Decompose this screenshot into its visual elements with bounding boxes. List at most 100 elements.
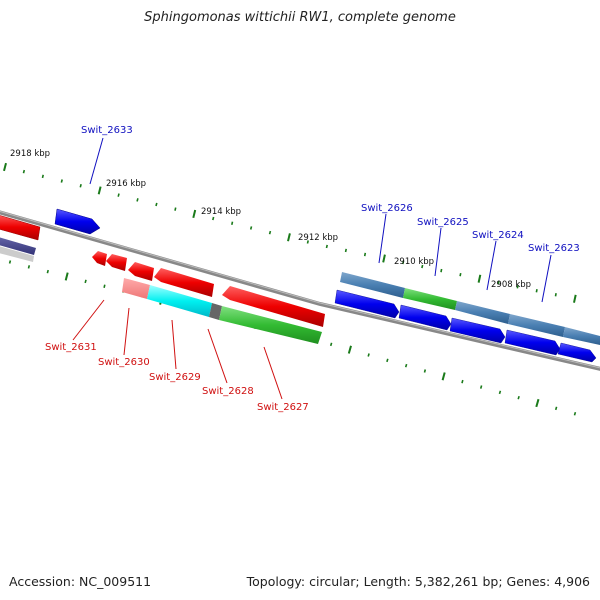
scale-tick-outer <box>268 230 272 235</box>
scale-tick-outer <box>516 285 519 289</box>
scale-tick-inner <box>554 406 558 411</box>
scale-label-2914: 2914 kbp <box>201 207 241 217</box>
scale-tick-outer <box>325 244 328 249</box>
scale-tick-outer <box>117 193 120 197</box>
scale-tick-outer <box>363 252 367 257</box>
scale-tick-inner <box>535 398 540 408</box>
gene-swit-2630[interactable] <box>122 278 150 299</box>
scale-tick-outer <box>155 202 158 207</box>
scale-tick-inner <box>441 372 446 381</box>
gene-swit-2626[interactable] <box>334 289 400 319</box>
scale-tick-inner <box>367 353 370 357</box>
scale-tick-outer <box>344 248 347 253</box>
scale-tick-outer <box>535 289 538 293</box>
scale-tick-inner <box>573 411 577 416</box>
scale-tick-outer <box>136 198 139 202</box>
scale-tick-outer <box>287 233 291 242</box>
scale-tick-outer <box>97 186 102 195</box>
scale-tick-outer <box>79 184 82 188</box>
gene-partial-left-red[interactable] <box>0 214 41 241</box>
gene-swit-2629[interactable] <box>147 285 212 317</box>
scale-tick-outer <box>459 272 462 277</box>
gene-label-swit-2624[interactable]: Swit_2624 <box>472 230 524 241</box>
gene-labels-bottom: Swit_2631 Swit_2630 Swit_2629 Swit_2628 … <box>45 342 309 413</box>
scale-tick-inner <box>498 390 502 395</box>
scale-tick-inner <box>329 342 333 347</box>
scale-tick-inner <box>84 279 87 284</box>
map-title: Sphingomonas wittichii RW1, complete gen… <box>144 10 456 25</box>
gene-steel-4[interactable] <box>563 327 600 345</box>
gene-red-small-2[interactable] <box>106 254 127 271</box>
scale-tick-outer <box>41 174 44 179</box>
gene-swit-2627[interactable] <box>219 306 322 344</box>
scale-tick-inner <box>479 385 483 389</box>
gene-labels-top: Swit_2633 Swit_2626 Swit_2625 Swit_2624 … <box>81 125 580 254</box>
gene-label-swit-2633[interactable]: Swit_2633 <box>81 125 133 136</box>
scale-tick-outer <box>231 221 234 225</box>
gene-steel-2[interactable] <box>455 301 510 324</box>
gene-partial-left-gray[interactable] <box>0 245 34 262</box>
scale-tick-outer <box>554 293 557 297</box>
scale-tick-inner <box>46 269 49 274</box>
topology-text: Topology: circular; Length: 5,382,261 bp… <box>246 574 590 589</box>
accession-text: Accession: NC_009511 <box>9 574 152 589</box>
scale-tick-outer <box>22 169 26 174</box>
scale-tick-inner <box>103 284 106 288</box>
scale-tick-inner <box>386 358 389 363</box>
scale-tick-inner <box>64 272 69 281</box>
gene-label-swit-2627[interactable]: Swit_2627 <box>257 402 309 413</box>
scale-tick-outer <box>477 274 482 283</box>
scale-label-2918: 2918 kbp <box>10 149 50 159</box>
gene-blue-2[interactable] <box>398 304 452 331</box>
scale-tick-outer <box>382 254 386 263</box>
scale-tick-inner <box>461 379 464 384</box>
scale-label-2908: 2908 kbp <box>491 280 531 290</box>
scale-tick-outer <box>497 280 500 285</box>
scale-label-2912: 2912 kbp <box>298 233 338 243</box>
scale-tick-inner <box>347 345 352 354</box>
gene-swit-2628[interactable] <box>209 303 222 320</box>
gene-swit-2633[interactable] <box>54 208 101 235</box>
gene-red-long-1[interactable] <box>154 268 214 297</box>
gene-swit-2624[interactable] <box>449 317 506 344</box>
scale-label-2916: 2916 kbp <box>106 179 146 189</box>
gene-red-long-2[interactable] <box>222 286 325 327</box>
gene-label-swit-2631[interactable]: Swit_2631 <box>45 342 97 353</box>
scale-tick-outer <box>192 209 197 219</box>
genome-backbone <box>0 210 600 371</box>
scale-tick-inner <box>27 265 31 269</box>
gene-label-swit-2625[interactable]: Swit_2625 <box>417 217 469 228</box>
gene-label-swit-2629[interactable]: Swit_2629 <box>149 372 201 383</box>
gene-partial-left-navy[interactable] <box>0 236 36 255</box>
gene-label-swit-2628[interactable]: Swit_2628 <box>202 386 254 397</box>
scale-tick-inner <box>423 369 427 373</box>
scale-tick-outer <box>174 207 177 211</box>
scale-tick-outer <box>60 179 63 183</box>
scale-ticks <box>3 162 577 416</box>
scale-tick-outer <box>402 260 405 265</box>
leader-lines-bottom <box>72 299 283 400</box>
scale-label-2910: 2910 kbp <box>394 257 434 267</box>
gene-blue-5[interactable] <box>557 342 597 363</box>
scale-tick-outer <box>306 240 309 244</box>
scale-tick-inner <box>517 395 520 400</box>
gene-steel-1[interactable] <box>340 272 405 298</box>
scale-tick-outer <box>440 268 443 273</box>
gene-red-swit-2631[interactable] <box>128 262 154 281</box>
scale-tick-outer <box>573 294 577 303</box>
gene-red-small-1[interactable] <box>92 251 107 266</box>
scale-tick-outer <box>421 264 424 269</box>
gene-label-swit-2623[interactable]: Swit_2623 <box>528 243 580 254</box>
scale-tick-inner <box>404 363 408 368</box>
scale-tick-outer <box>212 216 215 221</box>
gene-label-swit-2630[interactable]: Swit_2630 <box>98 357 150 368</box>
gene-steel-3[interactable] <box>508 314 565 337</box>
scale-tick-outer <box>249 226 253 230</box>
gene-swit-2623[interactable] <box>504 329 561 356</box>
gene-swit-2625[interactable] <box>403 288 457 310</box>
scale-tick-inner <box>8 260 12 264</box>
leader-lines-top <box>89 137 552 303</box>
scale-labels: 2918 kbp 2916 kbp 2914 kbp 2912 kbp 2910… <box>10 149 531 290</box>
gene-label-swit-2626[interactable]: Swit_2626 <box>361 203 413 214</box>
